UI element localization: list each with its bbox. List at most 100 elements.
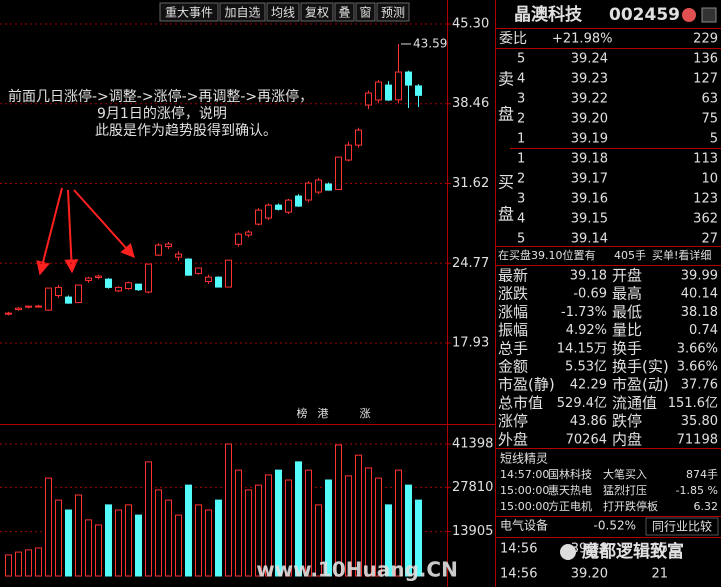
- stat-label: 市盈(静): [498, 376, 555, 394]
- industry-button[interactable]: [645, 517, 719, 536]
- level: 3: [517, 192, 525, 207]
- stat-value: 3.66%: [677, 341, 718, 356]
- spirit-time: 15:00:00: [500, 484, 549, 497]
- event-marker: 涨: [360, 407, 371, 420]
- price: 39.17: [571, 172, 608, 187]
- level: 4: [517, 212, 525, 227]
- candle-body: [155, 244, 162, 256]
- price: 39.19: [571, 132, 608, 147]
- candle-body: [265, 204, 272, 219]
- menu-icon[interactable]: [701, 7, 717, 23]
- stat-label: 换手: [612, 339, 642, 357]
- level: 5: [517, 232, 525, 247]
- stat-label: 流通值: [612, 394, 657, 412]
- stat-label: 最新: [498, 267, 528, 285]
- arrow: [64, 189, 79, 274]
- candle-body: [305, 182, 312, 201]
- toolbar-button[interactable]: [334, 2, 355, 22]
- spirit-event: 猛烈打压: [603, 483, 647, 497]
- candle-body: [365, 92, 372, 106]
- volume-bar: [255, 484, 262, 577]
- toolbar-button[interactable]: [376, 2, 410, 22]
- industry-name: 电气设备: [500, 518, 548, 533]
- spirit-value: -1.85 %: [676, 484, 718, 497]
- candle-body: [185, 258, 192, 276]
- volume-bar: [405, 484, 412, 577]
- webi-diff: 229: [693, 32, 718, 47]
- volume-bar: [385, 504, 392, 577]
- spirit-time: 15:00:00: [500, 500, 549, 513]
- volume-bar: [25, 549, 32, 577]
- amount: 136: [693, 52, 718, 67]
- price: 39.15: [571, 212, 608, 227]
- candle-body: [125, 282, 132, 290]
- candle-body: [195, 267, 202, 274]
- volume-bar: [105, 504, 112, 577]
- event-marker: 榜: [297, 406, 308, 420]
- candle-body: [335, 156, 342, 191]
- price: 39.22: [571, 92, 608, 107]
- wechat-icon: [560, 544, 576, 560]
- industry-change: -0.52%: [594, 519, 636, 533]
- candle-body: [355, 129, 362, 146]
- stat-label: 内盘: [612, 430, 642, 448]
- volume-bar: [325, 479, 332, 577]
- tick-time: 14:56: [500, 542, 537, 557]
- y-tick-label: 31.62: [452, 176, 489, 191]
- candle-body: [85, 277, 92, 281]
- volume-bar: [215, 499, 222, 577]
- volume-bar: [225, 443, 232, 577]
- price: 39.23: [571, 72, 608, 87]
- toolbar-button[interactable]: [159, 2, 219, 22]
- volume-bar: [145, 461, 152, 577]
- volume-bar: [165, 499, 172, 577]
- tick-volume: 15: [651, 542, 668, 557]
- stat-value: 5.53亿: [565, 360, 607, 375]
- candle-body: [25, 305, 32, 308]
- stat-label: 金额: [498, 358, 528, 376]
- stat-value: 43.86: [570, 414, 607, 429]
- stat-label: 涨跌: [498, 285, 528, 303]
- toolbar-button[interactable]: [300, 2, 334, 22]
- stat-value: 37.76: [681, 378, 718, 393]
- volume-bar: [65, 509, 72, 577]
- tick-time: 14:56: [500, 567, 537, 582]
- amount: 27: [701, 232, 718, 247]
- sell-label: 卖: [498, 70, 514, 89]
- stat-value: 40.14: [681, 287, 718, 302]
- candle-body: [215, 276, 222, 288]
- price: 39.20: [571, 112, 608, 127]
- stat-label: 振幅: [498, 321, 528, 339]
- candle-body: [165, 243, 172, 248]
- spirit-title: 短线精灵: [500, 452, 548, 466]
- tick-price: 39.20: [571, 567, 608, 582]
- spirit-event: 大笔买入: [603, 467, 647, 481]
- volume-bar: [45, 477, 52, 577]
- volume-bar: [125, 504, 132, 577]
- stat-value: -1.73%: [561, 305, 607, 320]
- volume-tick-label: 13905: [452, 524, 493, 539]
- stat-label: 换手(实): [612, 358, 669, 376]
- toolbar-button[interactable]: [355, 2, 376, 22]
- volume-bar: [235, 469, 242, 577]
- candle-body: [325, 183, 332, 191]
- spirit-stock: 方正电机: [548, 499, 592, 513]
- toolbar-label: 叠: [338, 6, 350, 20]
- color-icon[interactable]: [682, 8, 696, 22]
- arrow: [36, 187, 63, 276]
- stat-value: 39.18: [570, 269, 607, 284]
- volume-bar: [315, 504, 322, 577]
- toolbar-button[interactable]: [266, 2, 300, 22]
- volume-bar: [35, 547, 42, 577]
- price: 39.14: [571, 232, 608, 247]
- candle-body: [395, 71, 402, 101]
- y-tick-label: 24.77: [452, 256, 489, 271]
- candle-body: [405, 71, 412, 86]
- toolbar-label: 重大事件: [165, 6, 213, 20]
- stat-label: 涨幅: [498, 303, 528, 321]
- candle-body: [65, 296, 72, 304]
- toolbar-button[interactable]: [219, 2, 266, 22]
- price: 39.18: [571, 152, 608, 167]
- tick-price: 39.18: [571, 542, 608, 557]
- annotation: 9月1日的涨停，说明: [97, 105, 227, 122]
